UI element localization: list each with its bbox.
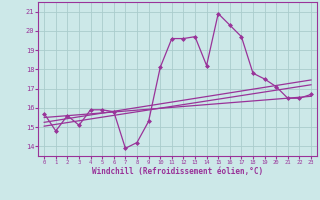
X-axis label: Windchill (Refroidissement éolien,°C): Windchill (Refroidissement éolien,°C) bbox=[92, 167, 263, 176]
